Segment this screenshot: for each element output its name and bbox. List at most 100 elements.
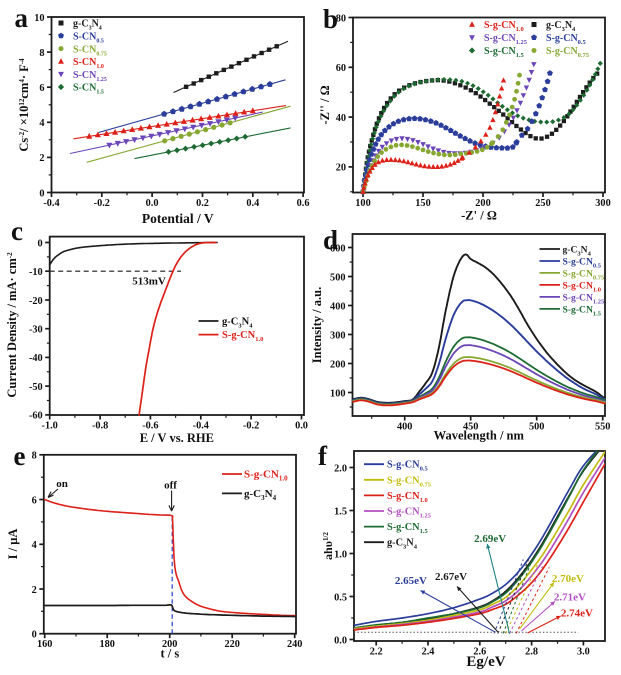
svg-text:2: 2 xyxy=(39,153,44,164)
svg-text:-1.0: -1.0 xyxy=(42,421,58,432)
svg-text:8: 8 xyxy=(32,451,37,462)
svg-text:S-CN1.5: S-CN1.5 xyxy=(73,83,104,96)
svg-text:g-C3N4: g-C3N4 xyxy=(222,316,253,329)
svg-text:2.70eV: 2.70eV xyxy=(552,573,584,585)
svg-text:2.67eV: 2.67eV xyxy=(435,571,467,583)
svg-text:600: 600 xyxy=(330,243,345,254)
svg-text:S-g-CN1.5: S-g-CN1.5 xyxy=(387,522,428,535)
svg-text:-0.8: -0.8 xyxy=(92,421,108,432)
svg-text:S-g-CN1.25: S-g-CN1.25 xyxy=(484,33,528,46)
svg-text:S-CN0.5: S-CN0.5 xyxy=(73,32,104,45)
svg-text:S-g-CN1.0: S-g-CN1.0 xyxy=(563,280,602,293)
svg-text:-Z' / Ω: -Z' / Ω xyxy=(461,209,497,223)
svg-text:2.6: 2.6 xyxy=(473,647,486,658)
svg-text:60: 60 xyxy=(336,63,346,74)
svg-text:g-C3N4: g-C3N4 xyxy=(546,20,576,33)
svg-text:-60: -60 xyxy=(29,411,43,422)
svg-text:S-CN0.75: S-CN0.75 xyxy=(73,44,107,57)
svg-text:S-g-CN0.75: S-g-CN0.75 xyxy=(387,475,432,488)
svg-text:200: 200 xyxy=(330,359,345,370)
svg-text:1.0: 1.0 xyxy=(334,549,347,560)
svg-text:on: on xyxy=(56,478,68,490)
svg-text:240: 240 xyxy=(287,639,302,650)
svg-text:0: 0 xyxy=(38,238,43,249)
svg-text:20: 20 xyxy=(336,163,346,174)
svg-text:S-g-CN1.0: S-g-CN1.0 xyxy=(222,330,263,343)
svg-text:-50: -50 xyxy=(29,382,43,393)
svg-text:2.4: 2.4 xyxy=(422,647,435,658)
svg-text:E / V vs. RHE: E / V vs. RHE xyxy=(140,431,214,445)
svg-text:1.5: 1.5 xyxy=(334,506,347,517)
svg-text:S-g-CN1.0: S-g-CN1.0 xyxy=(484,20,524,33)
svg-text:g-C3N4: g-C3N4 xyxy=(73,19,102,32)
svg-text:4: 4 xyxy=(32,540,37,551)
svg-text:2: 2 xyxy=(32,585,37,596)
svg-text:0.5: 0.5 xyxy=(334,592,347,603)
svg-text:150: 150 xyxy=(415,198,430,209)
svg-text:Intensity / a.u.: Intensity / a.u. xyxy=(310,287,324,363)
svg-text:160: 160 xyxy=(37,639,52,650)
svg-text:S-g-CN0.5: S-g-CN0.5 xyxy=(387,460,428,473)
svg-text:550: 550 xyxy=(595,422,610,433)
svg-text:300: 300 xyxy=(595,198,610,209)
svg-text:S-CN1.0: S-CN1.0 xyxy=(73,57,104,70)
svg-text:250: 250 xyxy=(535,198,550,209)
svg-text:S-g-CN1.0: S-g-CN1.0 xyxy=(244,469,288,483)
svg-text:500: 500 xyxy=(529,422,544,433)
svg-text:S-g-CN1.5: S-g-CN1.5 xyxy=(484,46,525,59)
svg-text:0.2: 0.2 xyxy=(196,198,209,209)
svg-text:500: 500 xyxy=(330,272,345,283)
svg-text:t / s: t / s xyxy=(161,647,180,661)
svg-text:10: 10 xyxy=(34,13,44,24)
svg-text:180: 180 xyxy=(99,639,114,650)
svg-text:0.0: 0.0 xyxy=(295,421,308,432)
svg-text:0.4: 0.4 xyxy=(246,198,259,209)
svg-text:40: 40 xyxy=(336,113,346,124)
svg-text:2.69eV: 2.69eV xyxy=(474,533,506,545)
svg-text:6: 6 xyxy=(39,83,44,94)
svg-text:0: 0 xyxy=(32,630,37,641)
svg-text:I / μA: I / μA xyxy=(6,529,20,560)
svg-text:2.8: 2.8 xyxy=(525,647,538,658)
svg-text:Potential / V: Potential / V xyxy=(142,211,214,226)
svg-text:2.74eV: 2.74eV xyxy=(561,608,593,620)
svg-text:-0.4: -0.4 xyxy=(43,198,59,209)
svg-text:450: 450 xyxy=(463,422,478,433)
svg-text:-40: -40 xyxy=(29,353,43,364)
svg-text:100: 100 xyxy=(330,388,345,399)
svg-text:Wavelength / nm: Wavelength / nm xyxy=(434,429,525,443)
svg-text:-0.2: -0.2 xyxy=(243,421,259,432)
svg-text:400: 400 xyxy=(330,301,345,312)
svg-text:0.0: 0.0 xyxy=(146,198,159,209)
svg-text:S-g-CN0.75: S-g-CN0.75 xyxy=(546,46,590,59)
svg-text:220: 220 xyxy=(224,639,239,650)
svg-text:ahυ1/2: ahυ1/2 xyxy=(321,532,335,560)
svg-text:0.6: 0.6 xyxy=(297,198,310,209)
svg-text:4: 4 xyxy=(39,118,44,129)
svg-text:-20: -20 xyxy=(29,296,43,307)
svg-text:2.0: 2.0 xyxy=(334,463,347,474)
svg-text:S-g-CN1.25: S-g-CN1.25 xyxy=(387,507,432,520)
svg-text:-0.2: -0.2 xyxy=(94,198,110,209)
svg-text:-30: -30 xyxy=(29,325,43,336)
svg-text:g-C3N4: g-C3N4 xyxy=(563,244,592,257)
svg-text:513mV: 513mV xyxy=(132,276,166,288)
svg-text:S-g-CN0.5: S-g-CN0.5 xyxy=(563,256,602,269)
svg-text:100: 100 xyxy=(355,198,370,209)
svg-text:400: 400 xyxy=(397,422,412,433)
svg-text:Cs-2/ ×1012cm4· F-4: Cs-2/ ×1012cm4· F-4 xyxy=(17,58,31,152)
svg-text:-0.4: -0.4 xyxy=(193,421,209,432)
svg-text:200: 200 xyxy=(475,198,490,209)
svg-text:300: 300 xyxy=(330,330,345,341)
svg-text:-Z'' / Ω: -Z'' / Ω xyxy=(318,85,332,124)
svg-text:3.0: 3.0 xyxy=(577,647,590,658)
svg-text:200: 200 xyxy=(162,639,177,650)
svg-text:S-CN1.25: S-CN1.25 xyxy=(73,70,107,83)
svg-text:0.0: 0.0 xyxy=(334,635,347,646)
svg-text:-10: -10 xyxy=(29,267,43,278)
svg-text:off: off xyxy=(164,480,177,492)
svg-text:6: 6 xyxy=(32,495,37,506)
svg-text:S-g-CN1.0: S-g-CN1.0 xyxy=(387,491,428,504)
svg-text:0: 0 xyxy=(39,188,44,199)
svg-text:Current Density / mA· cm-2: Current Density / mA· cm-2 xyxy=(5,252,19,398)
